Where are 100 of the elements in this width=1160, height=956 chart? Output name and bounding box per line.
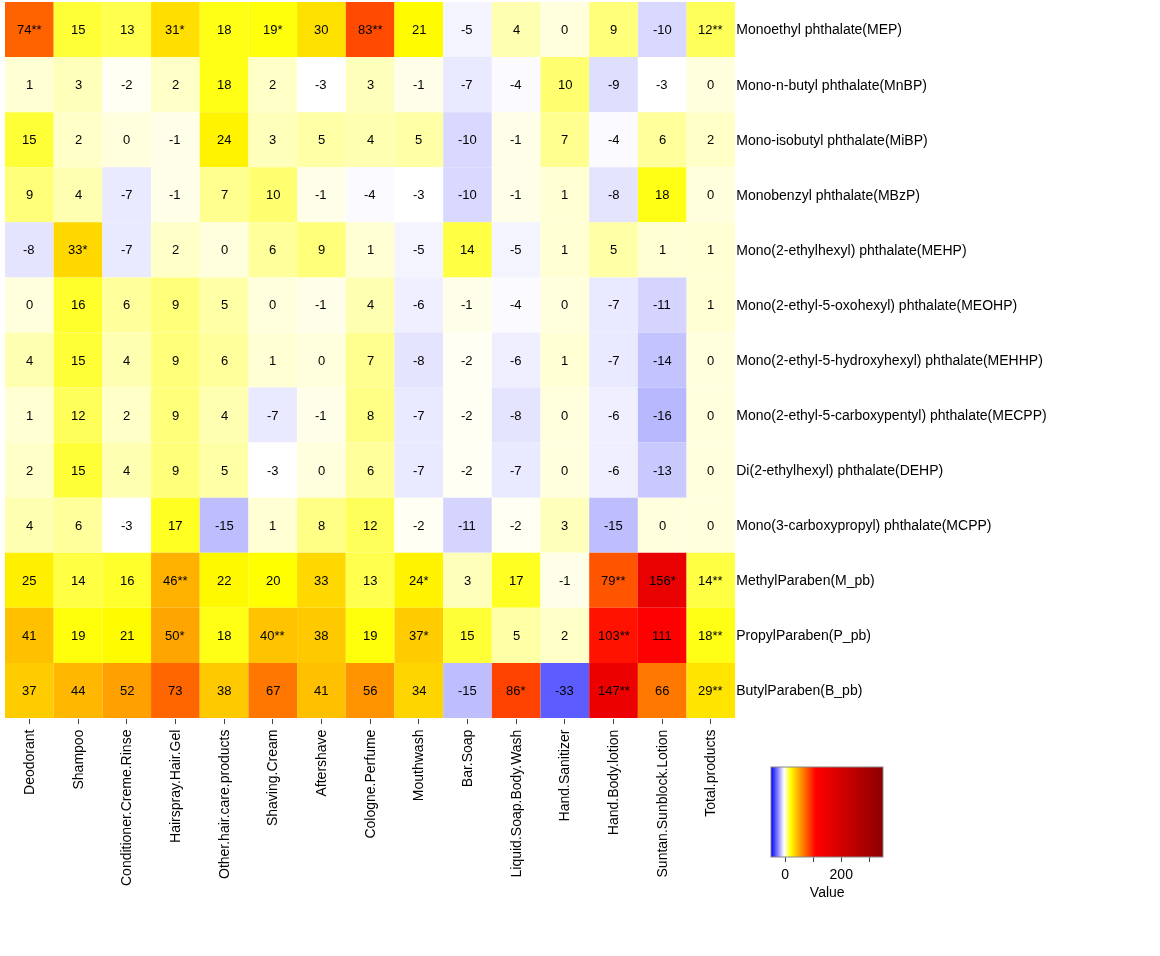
data-label: 15 bbox=[460, 628, 475, 643]
data-label: -1 bbox=[510, 187, 522, 202]
data-label: 50* bbox=[165, 628, 185, 643]
data-label: 56 bbox=[363, 683, 378, 698]
data-label: 6 bbox=[75, 518, 83, 533]
data-label: -8 bbox=[510, 408, 522, 423]
data-label: 4 bbox=[123, 353, 131, 368]
x-tick-label: Shaving.Cream bbox=[264, 729, 281, 827]
data-label: 17 bbox=[168, 518, 183, 533]
data-label: 4 bbox=[123, 463, 131, 478]
data-label: 0 bbox=[318, 463, 326, 478]
data-label: 52 bbox=[120, 683, 135, 698]
data-label: -4 bbox=[364, 187, 376, 202]
data-label: 8 bbox=[367, 408, 375, 423]
data-label: 10 bbox=[266, 187, 281, 202]
data-label: -11 bbox=[458, 518, 476, 533]
data-label: 6 bbox=[123, 297, 131, 312]
data-label: 5 bbox=[221, 463, 229, 478]
data-label: 2 bbox=[172, 242, 180, 257]
data-label: -7 bbox=[461, 77, 473, 92]
data-label: 5 bbox=[221, 297, 229, 312]
data-label: -16 bbox=[653, 408, 672, 423]
data-label: -1 bbox=[413, 77, 425, 92]
data-label: 0 bbox=[269, 297, 277, 312]
data-label: -7 bbox=[608, 353, 620, 368]
data-label: 37 bbox=[22, 683, 37, 698]
data-label: 33 bbox=[314, 573, 329, 588]
data-label: 0 bbox=[221, 242, 229, 257]
data-label: 1 bbox=[659, 242, 667, 257]
data-label: 19* bbox=[263, 22, 283, 37]
data-label: -6 bbox=[608, 463, 620, 478]
data-label: 9 bbox=[172, 297, 180, 312]
data-label: 21 bbox=[120, 628, 135, 643]
y-tick-label: Monoethyl phthalate(MEP) bbox=[736, 21, 903, 38]
data-label: 4 bbox=[221, 408, 229, 423]
data-label: 3 bbox=[561, 518, 569, 533]
data-label: -15 bbox=[604, 518, 623, 533]
data-label: 1 bbox=[561, 187, 569, 202]
data-label: 6 bbox=[659, 132, 667, 147]
data-label: 18 bbox=[217, 22, 232, 37]
data-label: 25 bbox=[22, 573, 37, 588]
data-label: -7 bbox=[267, 408, 279, 423]
data-label: 2 bbox=[26, 463, 34, 478]
data-label: 1 bbox=[26, 77, 34, 92]
data-label: 0 bbox=[561, 297, 569, 312]
x-tick-label: Suntan.Sunblock.Lotion bbox=[653, 729, 670, 878]
data-label: 38 bbox=[217, 683, 232, 698]
data-label: 14 bbox=[460, 242, 475, 257]
data-label: 18 bbox=[217, 628, 232, 643]
data-label: 9 bbox=[610, 22, 618, 37]
data-label: 21 bbox=[412, 22, 427, 37]
data-label: 6 bbox=[269, 242, 277, 257]
data-label: 9 bbox=[26, 187, 34, 202]
y-tick-label: ButylParaben(B_pb) bbox=[736, 682, 863, 699]
data-label: -4 bbox=[608, 132, 620, 147]
y-tick-label: Mono(2-ethyl-5-oxohexyl) phthalate(MEOHP) bbox=[736, 296, 1018, 313]
data-label: -2 bbox=[510, 518, 522, 533]
data-label: -8 bbox=[413, 353, 425, 368]
y-tick-label: Mono(3-carboxypropyl) phthalate(MCPP) bbox=[736, 517, 992, 534]
data-label: 44 bbox=[71, 683, 86, 698]
data-label: -4 bbox=[510, 77, 522, 92]
data-label: 0 bbox=[318, 353, 326, 368]
data-label: 147** bbox=[598, 683, 630, 698]
x-tick-label: Shampoo bbox=[69, 729, 86, 790]
data-label: 41 bbox=[22, 628, 37, 643]
data-label: 12 bbox=[71, 408, 86, 423]
data-label: -6 bbox=[413, 297, 425, 312]
data-label: 67 bbox=[266, 683, 281, 698]
data-label: 24* bbox=[409, 573, 429, 588]
data-label: 2 bbox=[561, 628, 569, 643]
data-label: 2 bbox=[123, 408, 131, 423]
data-label: 5 bbox=[513, 628, 521, 643]
data-label: 0 bbox=[707, 518, 715, 533]
data-label: 8 bbox=[318, 518, 326, 533]
data-label: 9 bbox=[172, 408, 180, 423]
data-label: 14 bbox=[71, 573, 86, 588]
data-label: 1 bbox=[367, 242, 375, 257]
data-label: 15 bbox=[71, 22, 86, 37]
data-label: 16 bbox=[71, 297, 86, 312]
y-tick-label: Mono(2-ethyl-5-hydroxyhexyl) phthalate(MEHHP) bbox=[736, 351, 1043, 368]
data-label: 0 bbox=[659, 518, 667, 533]
data-label: 0 bbox=[707, 408, 715, 423]
data-label: 83** bbox=[358, 22, 383, 37]
data-label: 1 bbox=[707, 242, 715, 257]
data-label: -3 bbox=[121, 518, 133, 533]
x-tick-label: Other.hair.care.products bbox=[215, 729, 232, 880]
data-label: 1 bbox=[561, 353, 569, 368]
data-label: 6 bbox=[221, 353, 229, 368]
data-label: 2 bbox=[172, 77, 180, 92]
data-label: -33 bbox=[555, 683, 574, 698]
data-label: 1 bbox=[269, 353, 277, 368]
data-label: 3 bbox=[75, 77, 83, 92]
data-label: -5 bbox=[461, 22, 473, 37]
data-label: 2 bbox=[75, 132, 83, 147]
y-tick-label: PropylParaben(P_pb) bbox=[736, 627, 871, 644]
x-tick-label: Total.products bbox=[702, 729, 719, 817]
data-label: -2 bbox=[461, 408, 473, 423]
data-label: -1 bbox=[461, 297, 473, 312]
data-label: 0 bbox=[707, 463, 715, 478]
data-label: 2 bbox=[269, 77, 277, 92]
